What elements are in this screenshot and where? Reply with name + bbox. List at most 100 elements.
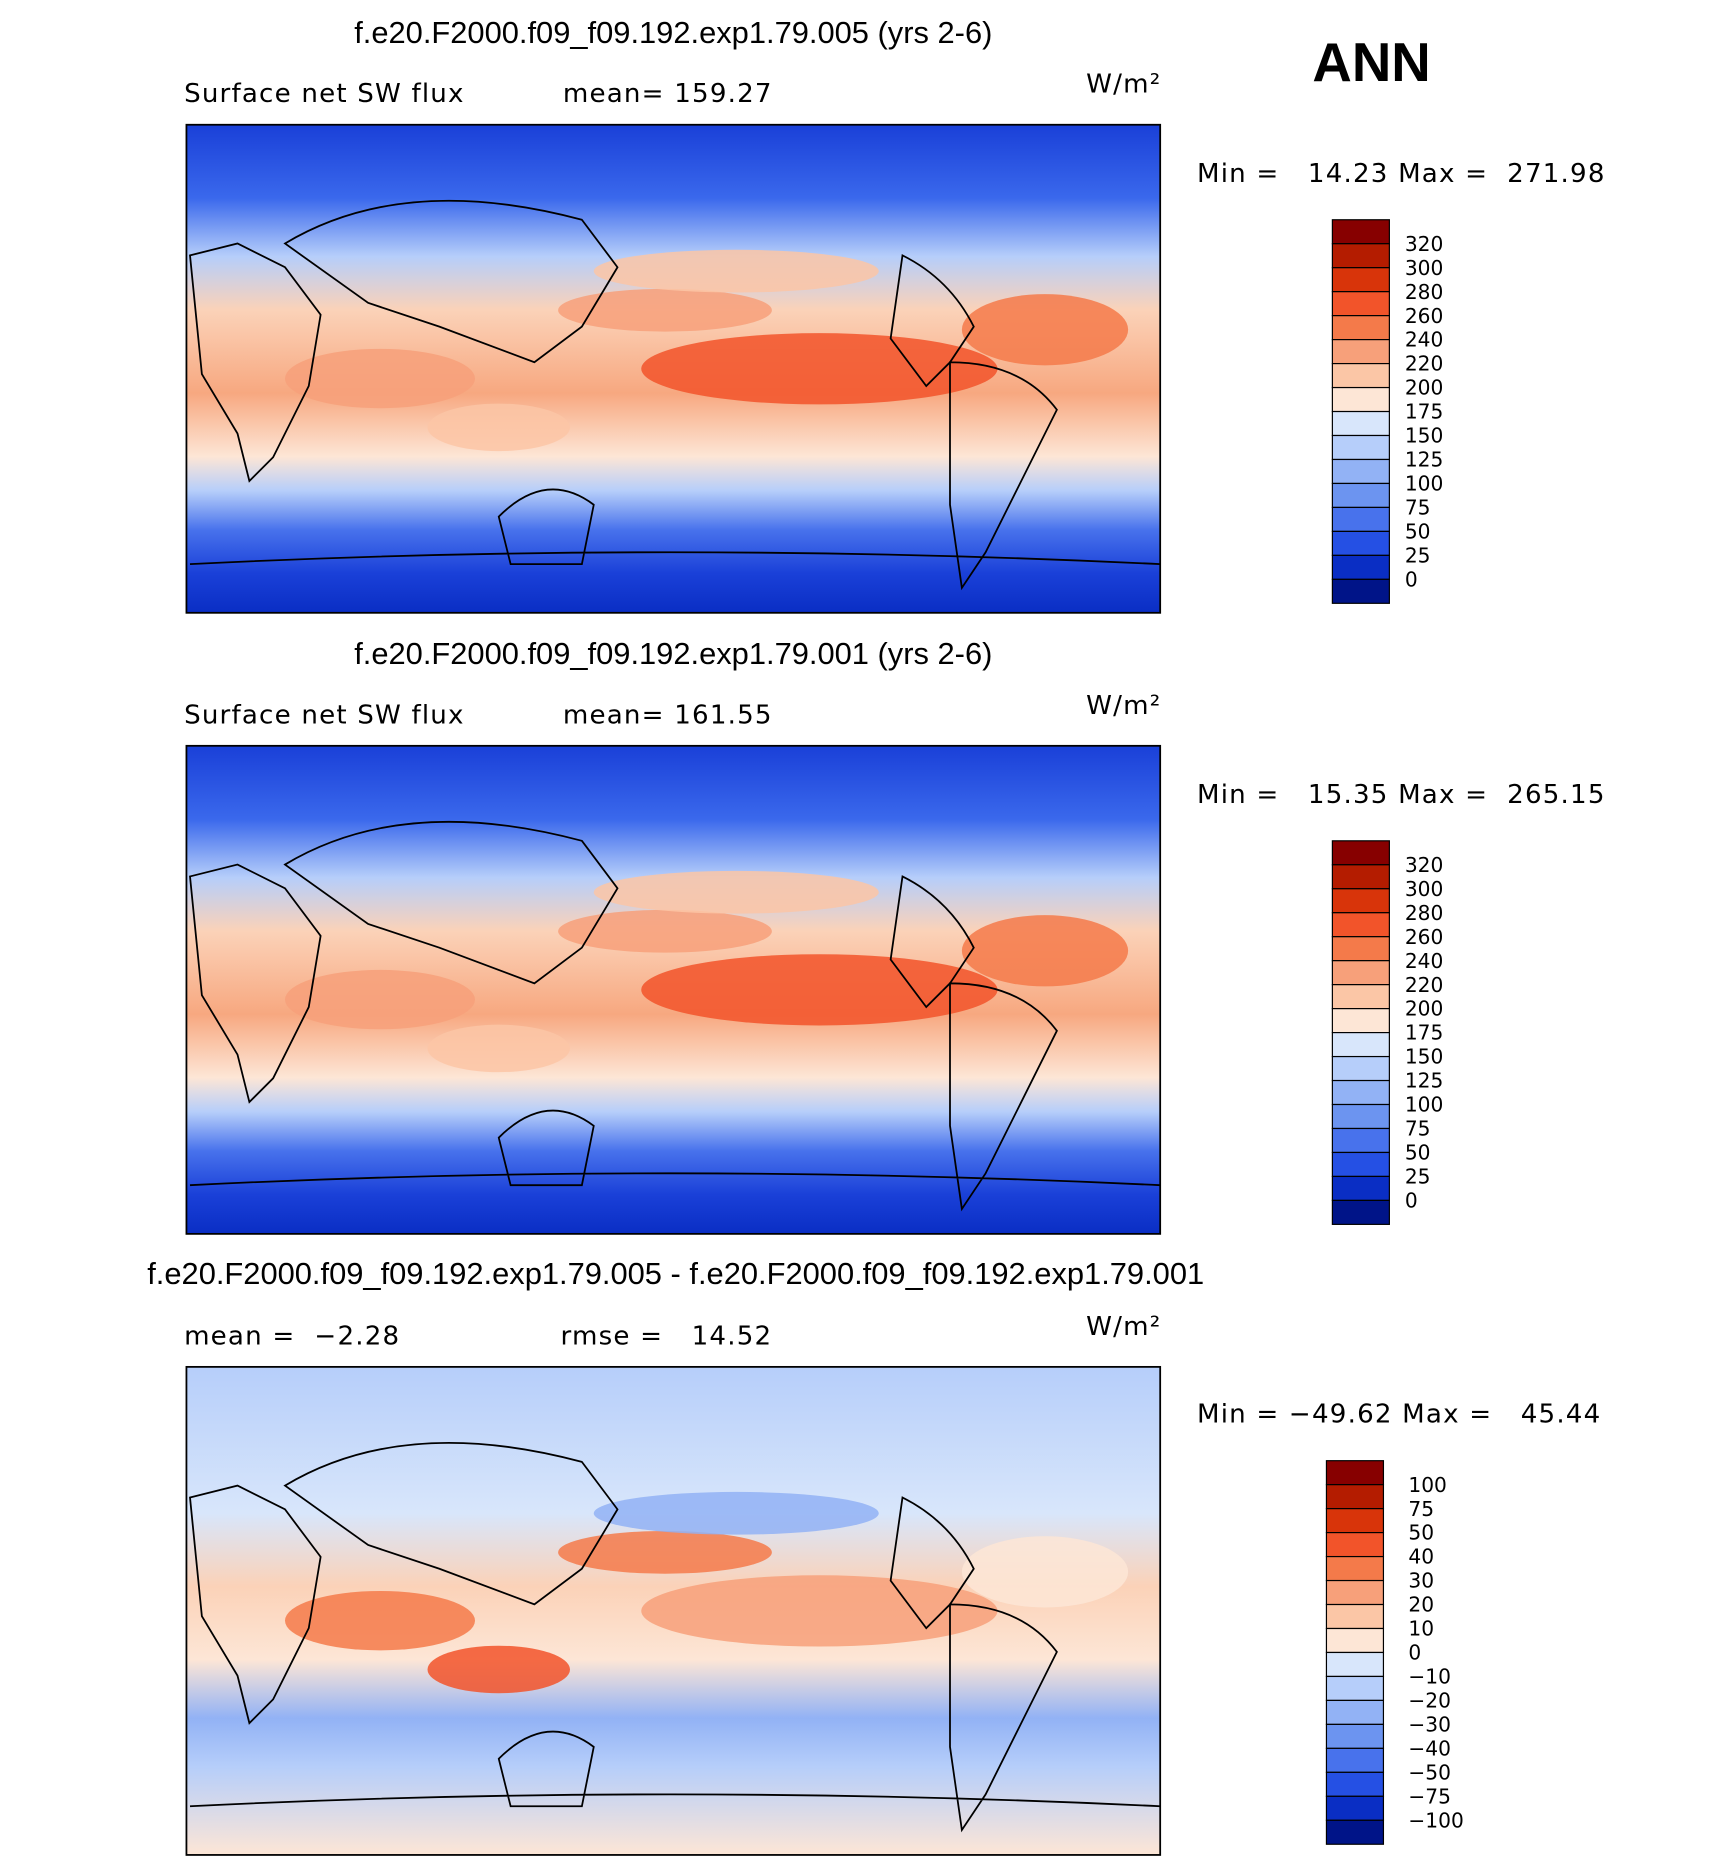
map-feature [641, 333, 998, 405]
map-feature [427, 1024, 570, 1073]
colorbar-box [1325, 1484, 1385, 1510]
coastline [189, 1441, 1161, 1833]
colorbar-box [1331, 960, 1390, 986]
panel-stat: rmse = 14.52 [561, 1321, 773, 1351]
colorbar-box [1331, 362, 1390, 389]
colorbar-label: 40 [1408, 1545, 1434, 1569]
panel-title: f.e20.F2000.f09_f09.192.exp1.79.005 - f.… [147, 1256, 1204, 1291]
colorbar-label: 0 [1408, 1641, 1421, 1665]
map-feature [641, 1575, 998, 1647]
colorbar-box [1325, 1579, 1385, 1606]
panel-stat: Surface net SW flux [184, 700, 465, 730]
map-feature [285, 1590, 475, 1651]
colorbar-box [1325, 1747, 1385, 1773]
colorbar-box [1325, 1795, 1385, 1821]
colorbar-label: 220 [1405, 352, 1444, 376]
panel-title: f.e20.F2000.f09_f09.192.exp1.79.005 (yrs… [354, 15, 992, 50]
colorbar-box [1331, 864, 1390, 890]
colorbar-label: 150 [1405, 1045, 1444, 1069]
colorbar-label: 75 [1408, 1497, 1434, 1521]
colorbar-label: 125 [1405, 448, 1444, 472]
colorbar-label: 100 [1408, 1473, 1447, 1497]
colorbar-label: 320 [1405, 853, 1444, 877]
colorbar-label: 0 [1405, 1189, 1418, 1213]
map-frame [185, 744, 1162, 1235]
colorbar-label: 50 [1405, 1141, 1431, 1165]
colorbar-label: 220 [1405, 973, 1444, 997]
colorbar-box [1331, 1175, 1390, 1201]
colorbar-label: 75 [1405, 1117, 1431, 1141]
units: W/m² [1086, 1312, 1161, 1342]
colorbar-box [1331, 888, 1390, 914]
colorbar-box [1331, 243, 1390, 269]
colorbar-box [1331, 219, 1390, 245]
panel-stat: Surface net SW flux [184, 79, 465, 109]
colorbar-label: 200 [1405, 997, 1444, 1021]
colorbar-box [1331, 984, 1390, 1010]
colorbar-label: 175 [1405, 400, 1444, 424]
colorbar-box [1331, 1199, 1390, 1225]
colorbar-box [1325, 1603, 1385, 1630]
min-max: Min = −49.62 Max = 45.44 [1197, 1400, 1601, 1430]
colorbar-box [1331, 554, 1390, 580]
min-max: Min = 14.23 Max = 271.98 [1197, 159, 1606, 189]
colorbar-label: 50 [1405, 520, 1431, 544]
colorbar-label: 260 [1405, 925, 1444, 949]
colorbar-box [1331, 291, 1390, 317]
panel-stat: mean= 159.27 [563, 79, 773, 109]
min-max: Min = 15.35 Max = 265.15 [1197, 780, 1606, 810]
colorbar-box [1331, 578, 1390, 604]
colorbar-label: 20 [1408, 1593, 1434, 1617]
colorbar-label: −20 [1408, 1689, 1451, 1713]
colorbar-box [1331, 434, 1390, 461]
colorbar-label: 260 [1405, 304, 1444, 328]
colorbar-label: 10 [1408, 1617, 1434, 1641]
colorbar-label: −40 [1408, 1736, 1451, 1760]
map-feature [285, 348, 475, 409]
map-frame [185, 123, 1162, 614]
colorbar-label: −50 [1408, 1760, 1451, 1784]
units: W/m² [1086, 70, 1161, 100]
colorbar-label: 175 [1405, 1021, 1444, 1045]
colorbar-box [1325, 1819, 1385, 1845]
colorbar-label: 200 [1405, 376, 1444, 400]
colorbar-box [1331, 1032, 1390, 1058]
colorbar-label: 50 [1408, 1521, 1434, 1545]
map-feature [961, 1536, 1129, 1608]
colorbar-box [1331, 1055, 1390, 1082]
colorbar-box [1325, 1675, 1385, 1702]
colorbar-box [1331, 1079, 1390, 1106]
colorbar-label: 280 [1405, 280, 1444, 304]
colorbar-box [1331, 339, 1390, 365]
map-feature [558, 1530, 772, 1574]
colorbar-label: −30 [1408, 1713, 1451, 1737]
colorbar-box [1331, 912, 1390, 938]
colorbar-label: 75 [1405, 496, 1431, 520]
panel-title: f.e20.F2000.f09_f09.192.exp1.79.001 (yrs… [354, 636, 992, 671]
coastline [189, 820, 1161, 1212]
colorbar-box [1331, 267, 1390, 293]
colorbar-label: 25 [1405, 543, 1431, 567]
colorbar-label: 25 [1405, 1165, 1431, 1189]
units: W/m² [1086, 691, 1161, 721]
colorbar-label: 30 [1408, 1569, 1434, 1593]
panel-stat: mean = −2.28 [184, 1321, 400, 1351]
colorbar-label: 125 [1405, 1069, 1444, 1093]
colorbar-label: −100 [1408, 1808, 1463, 1832]
panel-stat: mean= 161.55 [563, 700, 773, 730]
colorbar-box [1331, 506, 1390, 532]
colorbar-label: 240 [1405, 949, 1444, 973]
map-feature [558, 909, 772, 953]
map-feature [641, 954, 998, 1026]
colorbar-box [1331, 315, 1390, 341]
colorbar-label: 280 [1405, 901, 1444, 925]
colorbar-box [1331, 482, 1390, 509]
map-frame [185, 1365, 1162, 1856]
colorbar-box [1325, 1460, 1385, 1486]
map-feature [961, 915, 1129, 987]
colorbar-box [1325, 1771, 1385, 1797]
colorbar-label: 300 [1405, 877, 1444, 901]
map-feature [593, 249, 879, 293]
colorbar-label: 240 [1405, 328, 1444, 352]
